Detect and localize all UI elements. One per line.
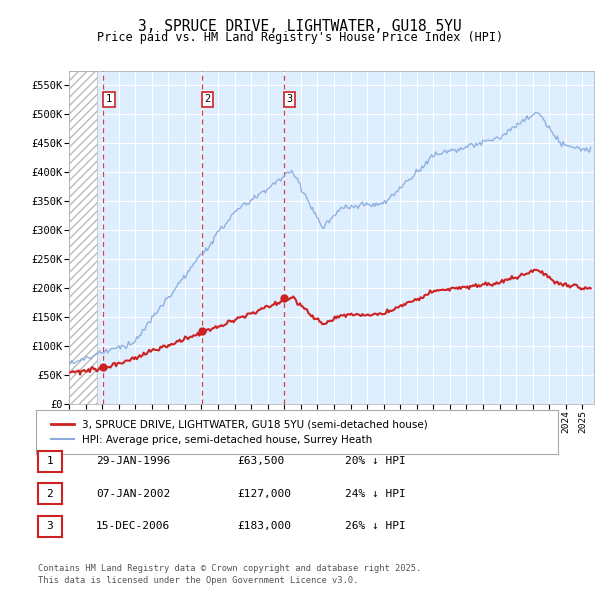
Text: 20% ↓ HPI: 20% ↓ HPI [345, 457, 406, 466]
Text: 3: 3 [46, 522, 53, 531]
Text: Contains HM Land Registry data © Crown copyright and database right 2025.
This d: Contains HM Land Registry data © Crown c… [38, 565, 421, 585]
Text: 24% ↓ HPI: 24% ↓ HPI [345, 489, 406, 499]
Text: £127,000: £127,000 [237, 489, 291, 499]
Text: 15-DEC-2006: 15-DEC-2006 [96, 522, 170, 531]
Text: 07-JAN-2002: 07-JAN-2002 [96, 489, 170, 499]
Bar [69, 71, 97, 404]
Text: 1: 1 [46, 457, 53, 466]
Text: 26% ↓ HPI: 26% ↓ HPI [345, 522, 406, 531]
Text: 29-JAN-1996: 29-JAN-1996 [96, 457, 170, 466]
Text: Price paid vs. HM Land Registry's House Price Index (HPI): Price paid vs. HM Land Registry's House … [97, 31, 503, 44]
Text: 3: 3 [286, 94, 292, 104]
Text: 2: 2 [205, 94, 211, 104]
Text: 2: 2 [46, 489, 53, 499]
Text: 3, SPRUCE DRIVE, LIGHTWATER, GU18 5YU: 3, SPRUCE DRIVE, LIGHTWATER, GU18 5YU [138, 19, 462, 34]
Text: £183,000: £183,000 [237, 522, 291, 531]
Text: £63,500: £63,500 [237, 457, 284, 466]
Text: 1: 1 [106, 94, 112, 104]
Legend: 3, SPRUCE DRIVE, LIGHTWATER, GU18 5YU (semi-detached house), HPI: Average price,: 3, SPRUCE DRIVE, LIGHTWATER, GU18 5YU (s… [46, 415, 432, 449]
